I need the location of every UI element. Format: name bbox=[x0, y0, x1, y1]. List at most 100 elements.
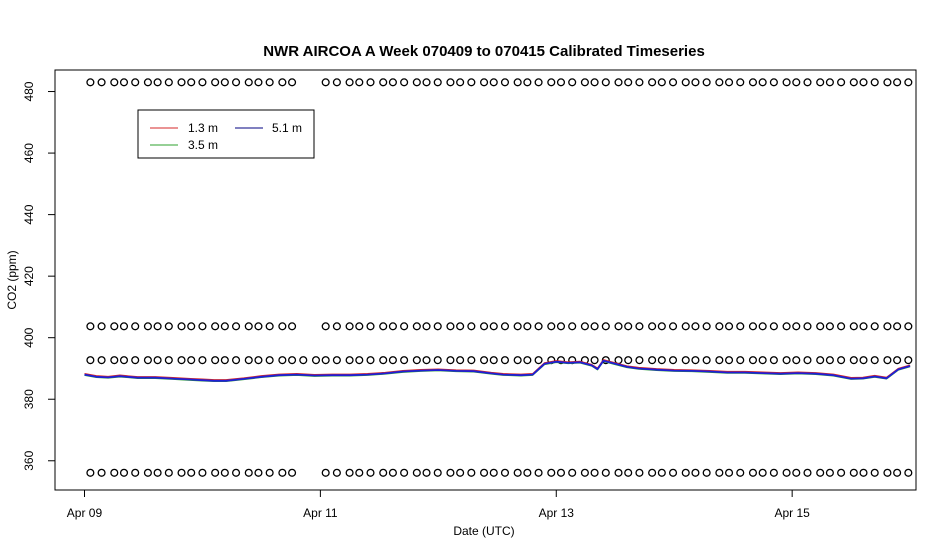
flag-marker bbox=[278, 356, 287, 365]
flag-marker bbox=[265, 78, 274, 87]
flag-marker bbox=[500, 78, 510, 87]
flag-marker bbox=[489, 356, 498, 365]
flag-marker bbox=[893, 356, 902, 365]
x-tick-label: Apr 15 bbox=[774, 506, 810, 520]
flag-marker bbox=[433, 322, 442, 331]
y-tick-label: 460 bbox=[22, 143, 36, 163]
flag-marker bbox=[668, 468, 678, 477]
flag-marker bbox=[870, 78, 879, 87]
flag-marker bbox=[153, 468, 162, 477]
flag-marker bbox=[803, 78, 812, 87]
flag-marker bbox=[278, 468, 287, 477]
flag-marker bbox=[883, 322, 892, 331]
flag-marker bbox=[668, 78, 678, 87]
flag-marker bbox=[422, 468, 431, 477]
flag-marker bbox=[870, 356, 879, 365]
flag-marker bbox=[648, 468, 657, 477]
legend-label-1-3m: 1.3 m bbox=[188, 121, 218, 135]
flag-marker bbox=[580, 78, 589, 87]
flag-marker bbox=[446, 78, 455, 87]
x-tick-label: Apr 09 bbox=[67, 506, 103, 520]
flag-marker bbox=[119, 356, 129, 365]
flag-marker bbox=[97, 78, 106, 87]
flag-marker bbox=[782, 78, 791, 87]
flag-marker bbox=[691, 322, 700, 331]
y-axis: 360 380 400 420 440 460 480 bbox=[22, 81, 55, 471]
flag-marker bbox=[446, 356, 455, 365]
flag-marker bbox=[748, 322, 758, 331]
flag-marker bbox=[904, 322, 913, 331]
flag-marker bbox=[691, 78, 700, 87]
flag-marker bbox=[345, 78, 354, 87]
flag-marker bbox=[513, 78, 522, 87]
flag-marker bbox=[177, 468, 186, 477]
flag-marker bbox=[769, 468, 778, 477]
flag-marker bbox=[500, 468, 510, 477]
flag-marker bbox=[366, 78, 375, 87]
flag-marker bbox=[792, 356, 801, 365]
flag-marker bbox=[231, 356, 241, 365]
y-tick-label: 480 bbox=[22, 81, 36, 101]
flag-marker bbox=[265, 322, 274, 331]
flag-marker bbox=[523, 356, 532, 365]
flag-marker bbox=[816, 322, 825, 331]
flag-marker bbox=[523, 322, 532, 331]
flag-marker bbox=[332, 356, 341, 365]
flag-marker bbox=[523, 468, 532, 477]
flag-marker bbox=[311, 356, 321, 365]
flag-marker bbox=[379, 322, 388, 331]
flag-marker bbox=[580, 322, 589, 331]
flag-marker bbox=[758, 322, 767, 331]
flag-marker bbox=[758, 78, 767, 87]
co2-trace-lines bbox=[84, 359, 911, 383]
flag-marker bbox=[534, 468, 543, 477]
flag-marker bbox=[568, 468, 577, 477]
flag-marker bbox=[265, 356, 274, 365]
flag-marker bbox=[254, 468, 263, 477]
flag-marker bbox=[547, 322, 556, 331]
flag-marker bbox=[614, 468, 623, 477]
flag-marker bbox=[489, 468, 498, 477]
flag-marker bbox=[345, 468, 354, 477]
flag-marker bbox=[702, 468, 711, 477]
flag-marker bbox=[590, 356, 599, 365]
flag-marker bbox=[187, 356, 196, 365]
y-tick-label: 360 bbox=[22, 450, 36, 470]
y-tick-label: 380 bbox=[22, 389, 36, 409]
flag-marker bbox=[849, 322, 858, 331]
flag-marker bbox=[345, 322, 354, 331]
flag-marker bbox=[467, 468, 476, 477]
x-axis-label: Date (UTC) bbox=[453, 524, 514, 538]
flag-marker bbox=[220, 356, 229, 365]
flag-marker bbox=[164, 468, 173, 477]
flag-marker bbox=[568, 322, 577, 331]
flag-marker bbox=[86, 78, 95, 87]
flag-marker bbox=[355, 78, 364, 87]
chart-title: NWR AIRCOA A Week 070409 to 070415 Calib… bbox=[263, 43, 705, 60]
flag-marker bbox=[736, 78, 745, 87]
flag-marker bbox=[97, 322, 106, 331]
flag-marker bbox=[153, 356, 162, 365]
flag-marker bbox=[580, 468, 589, 477]
flag-marker bbox=[412, 78, 421, 87]
flag-marker bbox=[433, 78, 442, 87]
flag-marker bbox=[86, 468, 95, 477]
flag-marker bbox=[231, 468, 241, 477]
series-line-1-3-m bbox=[84, 359, 911, 381]
flag-marker bbox=[837, 356, 846, 365]
flag-marker bbox=[110, 468, 119, 477]
flag-marker bbox=[681, 468, 690, 477]
flag-marker bbox=[825, 356, 834, 365]
flag-marker bbox=[500, 356, 510, 365]
flag-marker bbox=[97, 356, 106, 365]
flag-marker bbox=[177, 78, 186, 87]
flag-marker bbox=[534, 322, 543, 331]
flag-marker bbox=[782, 356, 791, 365]
flag-marker bbox=[231, 322, 241, 331]
flag-marker bbox=[164, 356, 173, 365]
flag-marker bbox=[725, 322, 734, 331]
flag-marker bbox=[736, 468, 745, 477]
flag-marker bbox=[893, 468, 902, 477]
flag-marker bbox=[681, 322, 690, 331]
flag-marker bbox=[883, 356, 892, 365]
